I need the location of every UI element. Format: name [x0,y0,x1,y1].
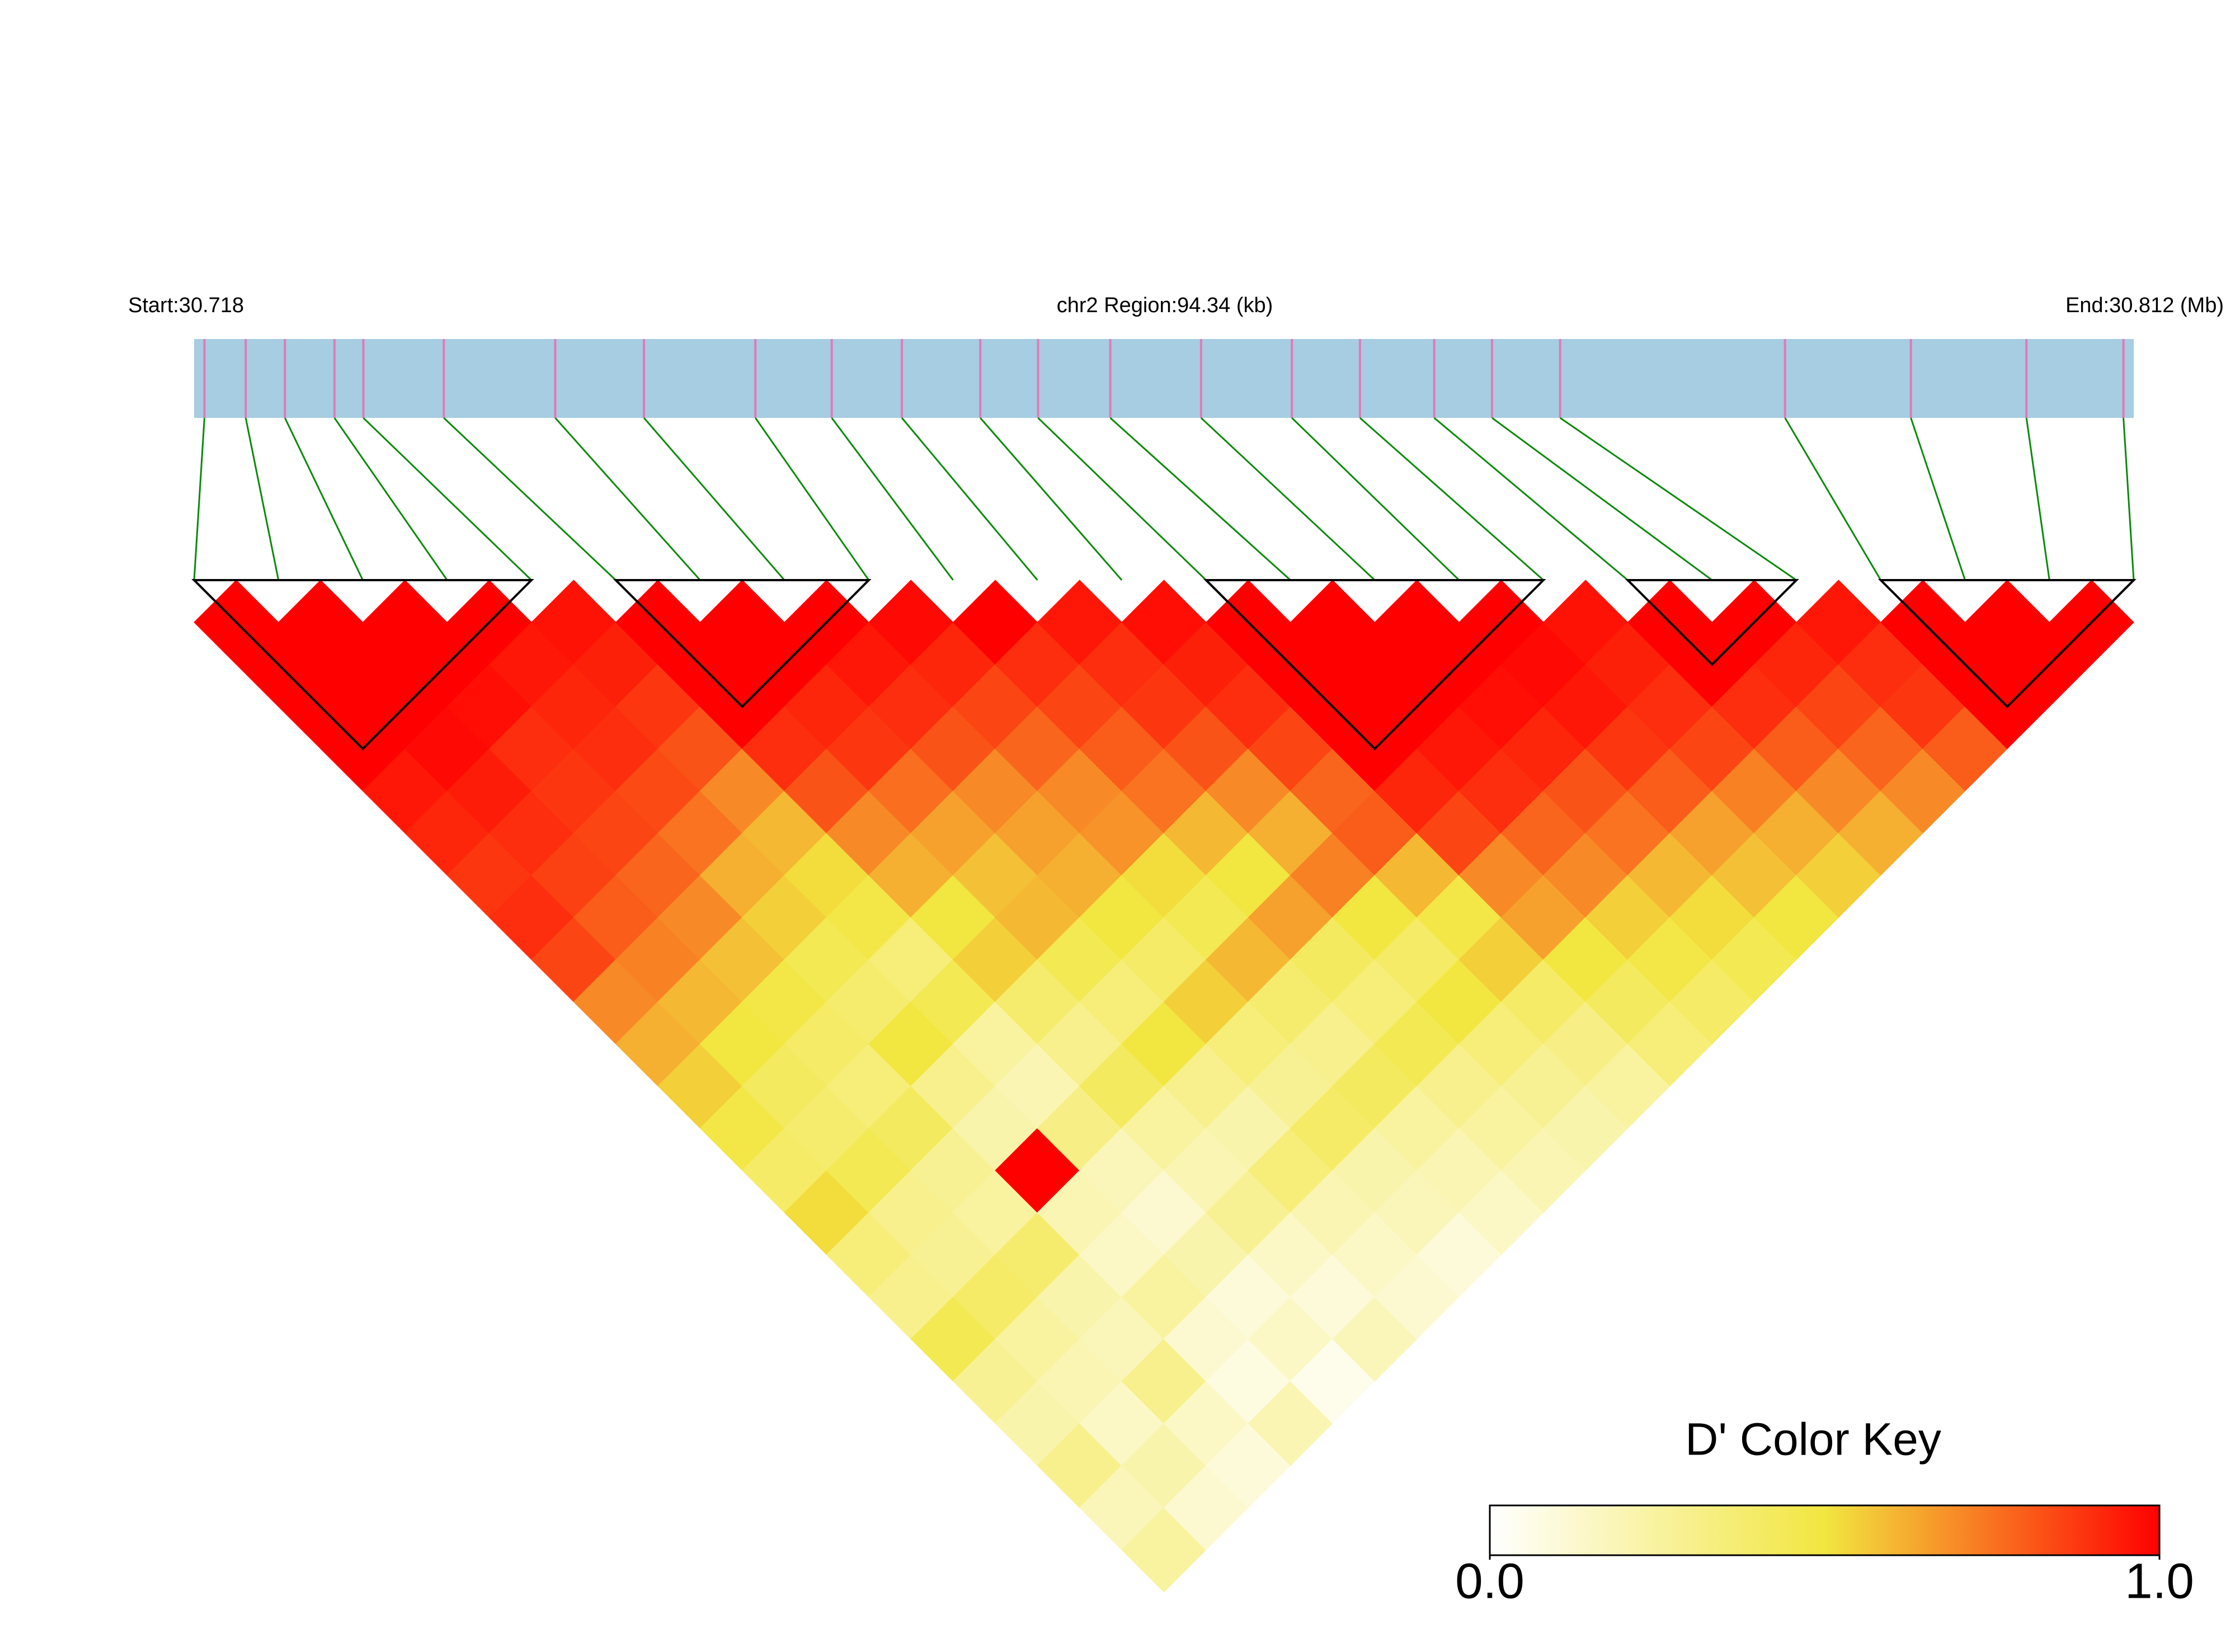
snp-track [194,339,2134,418]
snp-connector [1359,417,1544,581]
ld-block [1625,579,1799,666]
color-key [1489,1504,2161,1556]
snp-connector [284,417,364,581]
key-tick-label: 0.0 [1455,1553,1524,1609]
region-label: chr2 Region:94.34 (kb) [1057,294,1273,317]
start-label: Start:30.718 [128,294,244,317]
snp-connector [244,417,280,581]
snp-connector [443,417,617,581]
snp-connector [1910,417,1966,581]
ld-block [1203,579,1546,751]
snp-connector [901,417,1038,581]
snp-connector [831,417,954,581]
snp-connector [554,417,701,581]
snp-connector [193,417,205,581]
end-label: End:30.812 (Mb) [2065,294,2224,317]
snp-connector [363,417,532,581]
snp-connector [1433,417,1629,581]
snp-connector [1200,417,1376,581]
snp-connector [1109,417,1291,581]
key-tick-label: 1.0 [2125,1553,2194,1609]
snp-connector [1559,417,1797,581]
snp-connector [2123,417,2135,581]
snp-connector [1291,417,1460,581]
ld-block [1878,579,2137,708]
key-title: D' Color Key [1685,1414,1941,1465]
snp-connector [1037,417,1207,581]
snp-connector [1784,417,1882,581]
snp-connector [333,417,448,581]
snp-connector [754,417,870,581]
ld-block [613,579,872,708]
snp-connector [1491,417,1713,581]
snp-connector [2025,417,2050,581]
ld-block [191,579,534,751]
snp-connector [980,417,1123,581]
snp-connector [643,417,785,581]
